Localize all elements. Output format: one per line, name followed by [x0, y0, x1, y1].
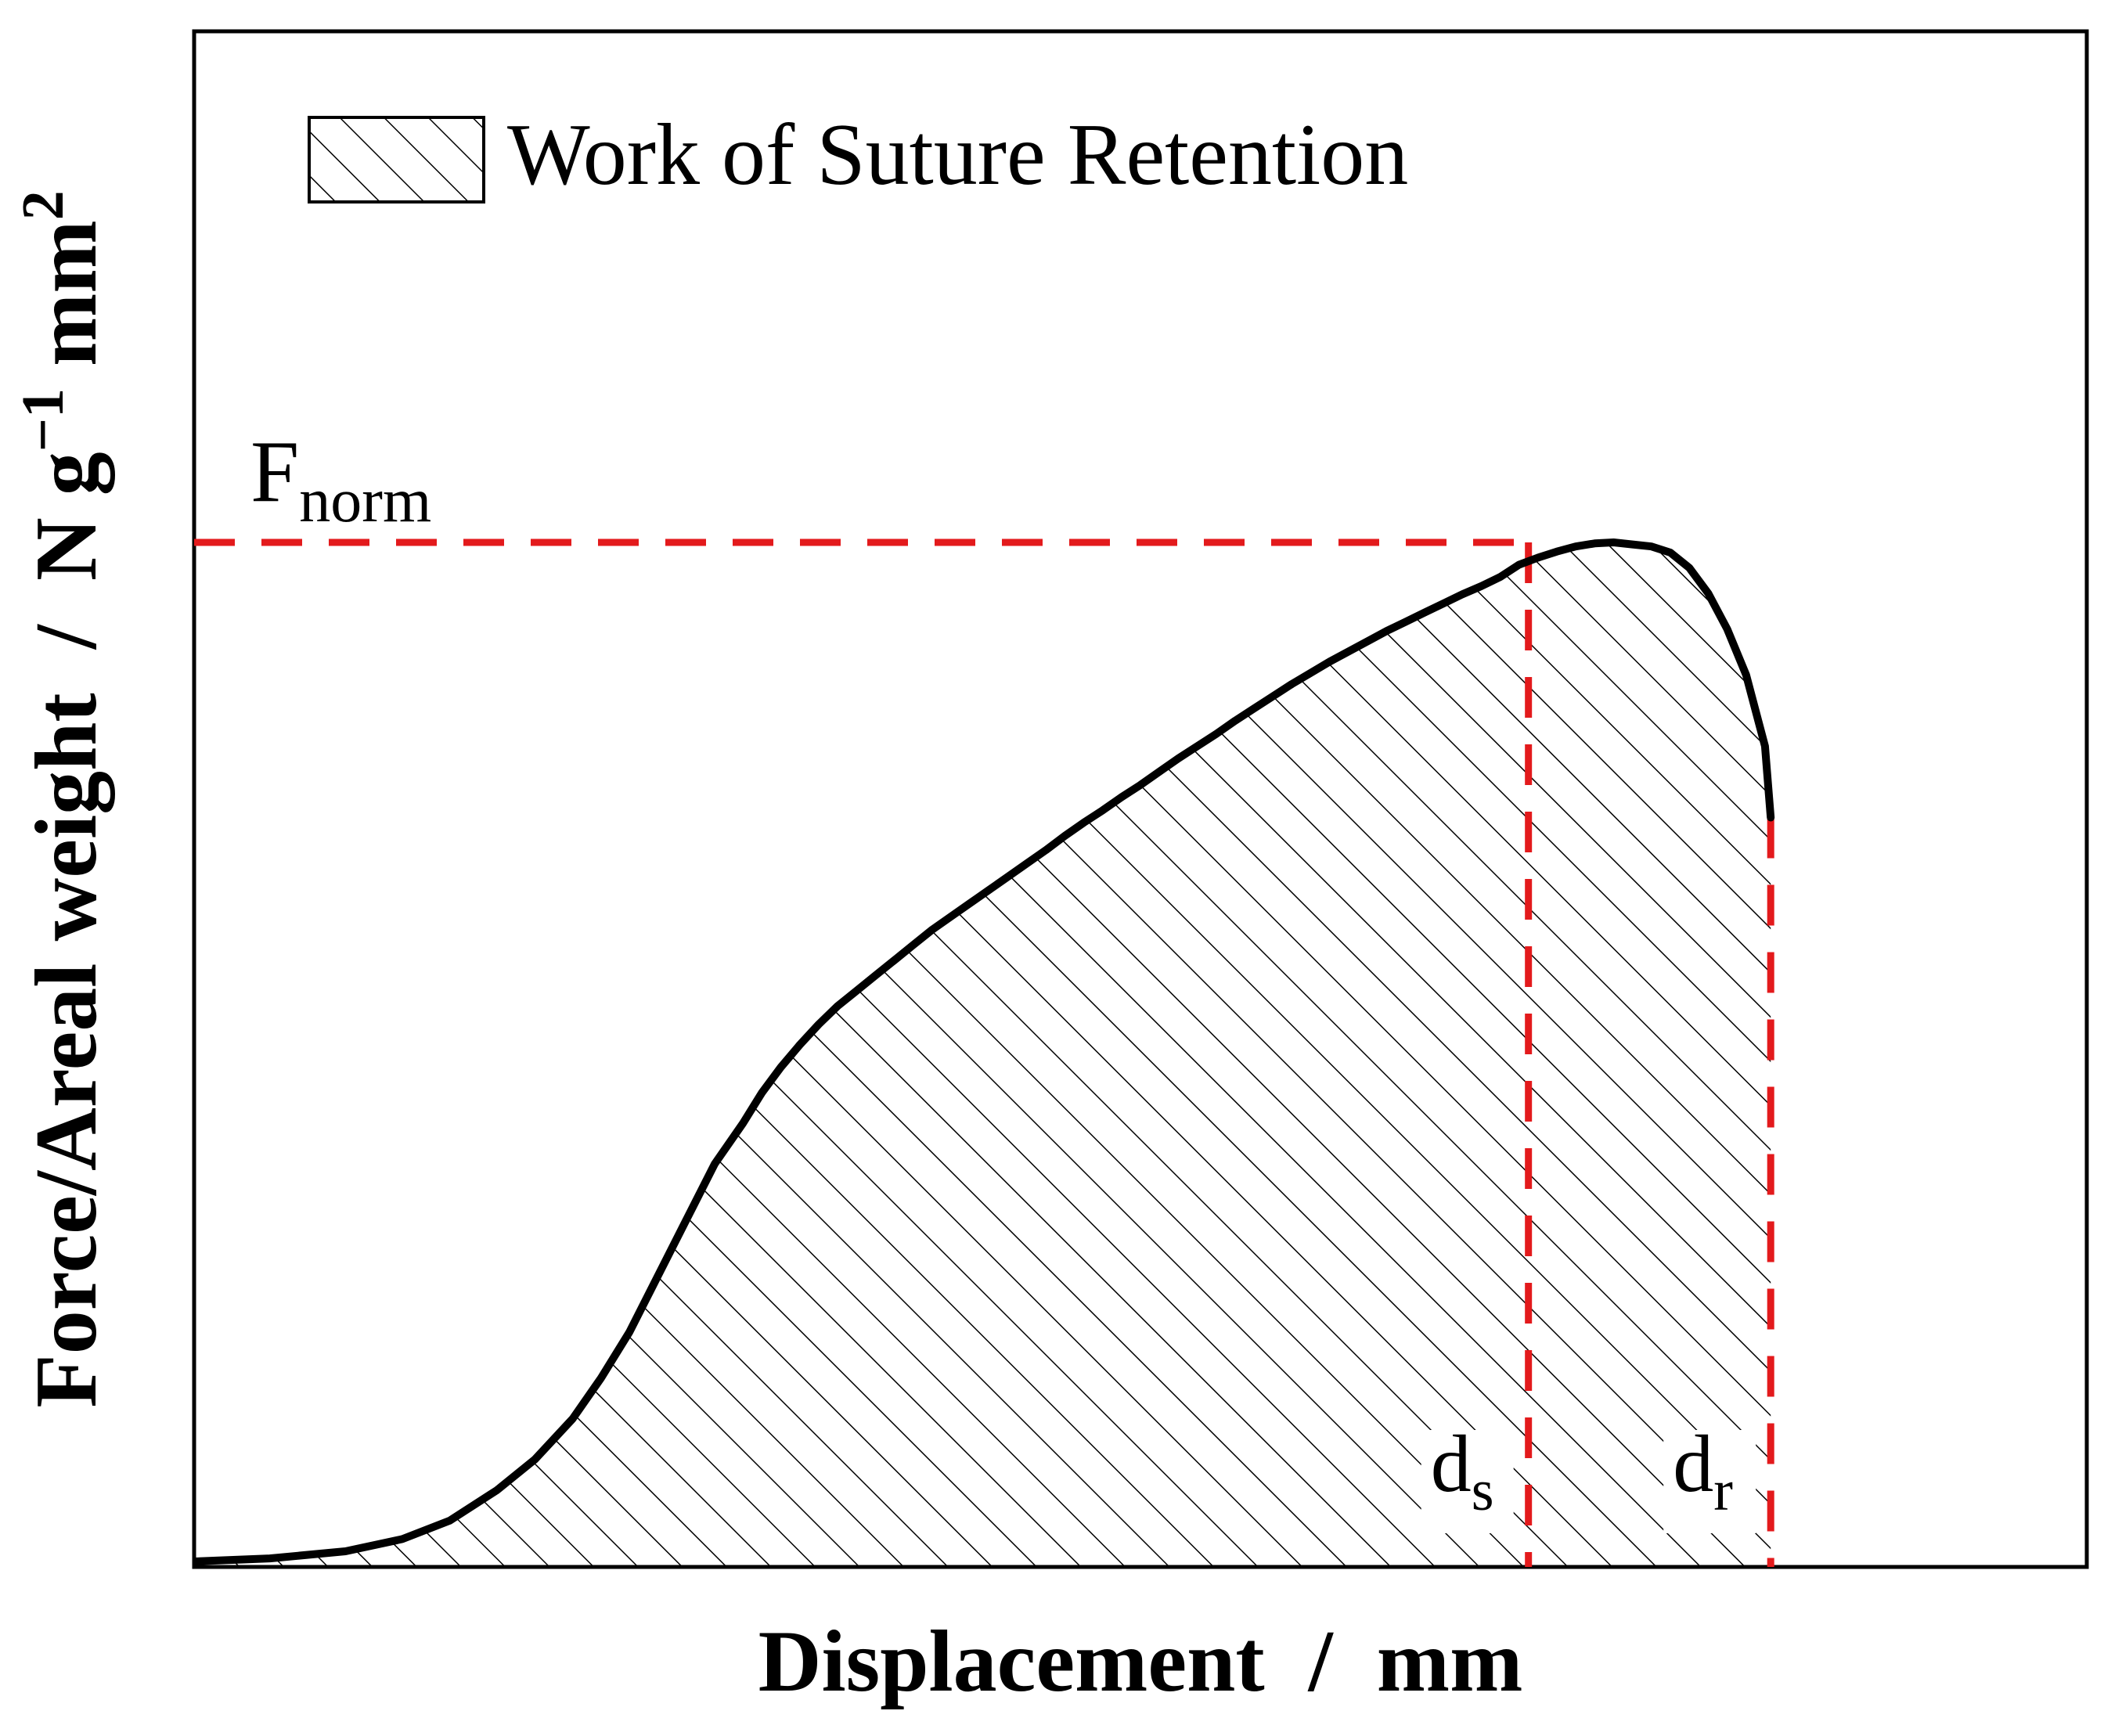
legend-swatch: [308, 116, 485, 203]
work-area-hatch: [194, 542, 1771, 1567]
dr-label-background: [1663, 1430, 1756, 1533]
y-axis-label-mid: mm: [18, 220, 115, 388]
x-axis-label: Displacement / mm: [758, 1613, 1523, 1710]
fnorm-label: Fnorm: [250, 423, 431, 535]
y-axis-label-sup1: −1: [10, 388, 76, 452]
ds-label-background: [1421, 1430, 1514, 1533]
y-axis-label-sup2: 2: [10, 190, 76, 220]
fnorm-label-main: F: [250, 423, 299, 520]
ds-label-main: d: [1431, 1419, 1472, 1509]
dr-label-sub: r: [1713, 1459, 1733, 1523]
dr-label-main: d: [1673, 1419, 1713, 1509]
fnorm-label-sub: norm: [299, 466, 431, 535]
ds-label-sub: s: [1472, 1459, 1494, 1523]
y-axis-label: Force/Areal weight / N g−1 mm2: [10, 190, 115, 1407]
ds-label: ds: [1431, 1419, 1494, 1523]
dr-label: dr: [1673, 1419, 1733, 1523]
y-axis-label-main: Force/Areal weight / N g: [18, 452, 115, 1407]
force-displacement-curve: [194, 538, 1775, 1565]
legend: Work of Suture Retention: [308, 106, 1408, 203]
legend-label: Work of Suture Retention: [507, 106, 1408, 203]
